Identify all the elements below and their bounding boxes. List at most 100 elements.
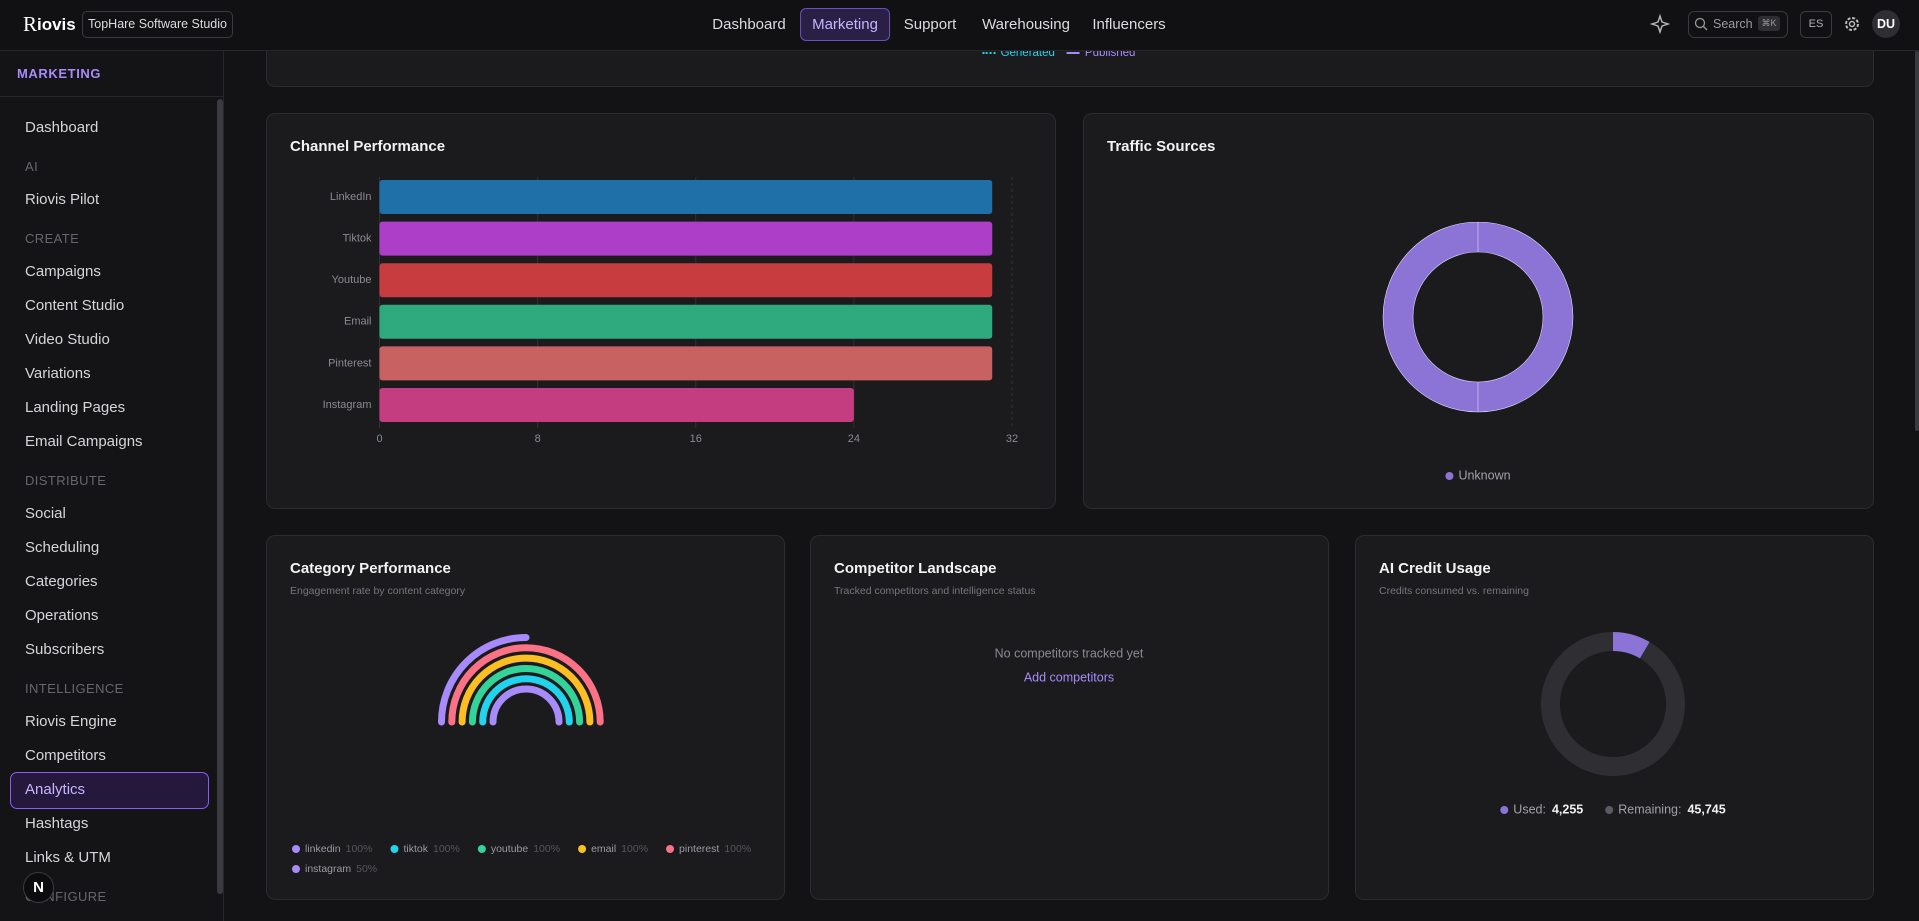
nav-item[interactable]: Hashtags: [25, 815, 89, 832]
nav-item[interactable]: Links & UTM: [25, 849, 111, 866]
radial-bar: [448, 644, 604, 726]
panel-title: Traffic Sources: [1107, 138, 1215, 155]
legend-label: linkedin: [305, 843, 341, 855]
panel: [266, 535, 785, 900]
panel: [810, 535, 1329, 900]
nav-item[interactable]: Video Studio: [25, 331, 110, 348]
add-competitors-link[interactable]: Add competitors: [1024, 670, 1114, 684]
search-label[interactable]: Search: [1713, 17, 1753, 31]
legend-label: Used:: [1513, 802, 1546, 816]
legend-value: 100%: [346, 843, 373, 855]
active-highlight: [10, 772, 209, 809]
x-tick-label: 24: [848, 433, 860, 445]
y-tick-label: Youtube: [332, 274, 372, 286]
search-box[interactable]: [1688, 11, 1788, 38]
bar: [379, 346, 993, 381]
donut-slice: [1613, 632, 1650, 659]
workspace-switcher[interactable]: TopHare Software Studio: [82, 11, 233, 38]
bar: [379, 221, 993, 256]
nav-item[interactable]: Landing Pages: [25, 399, 126, 416]
radial-bar: [458, 654, 594, 726]
language-box[interactable]: [1800, 11, 1832, 38]
search-icon: [1694, 17, 1706, 29]
nav-tab[interactable]: Dashboard: [712, 16, 786, 33]
y-tick-label: Email: [344, 316, 372, 328]
nav-item[interactable]: Analytics: [25, 781, 86, 798]
legend-dot: [390, 845, 399, 853]
x-tick-label: 0: [376, 433, 382, 445]
bar: [379, 388, 854, 422]
legend-line: [982, 52, 996, 54]
search-icon: [1703, 26, 1708, 31]
logo-text: iovis: [37, 15, 76, 34]
nav-item[interactable]: Scheduling: [25, 539, 100, 556]
legend-dot: [1605, 806, 1614, 814]
page-scrollbar: [1915, 51, 1919, 431]
ai-sparkle-icon[interactable]: [1649, 13, 1671, 35]
nav-item[interactable]: Subscribers: [25, 641, 105, 658]
radial-bar: [489, 685, 563, 726]
nav-item[interactable]: Campaigns: [25, 263, 101, 280]
nav-tab[interactable]: Influencers: [1092, 16, 1166, 33]
nav-item[interactable]: Categories: [25, 573, 98, 590]
section-heading: AI: [25, 159, 39, 174]
legend-label: youtube: [491, 843, 529, 855]
panel-subtitle: Tracked competitors and intelligence sta…: [834, 585, 1036, 597]
bar: [379, 180, 993, 214]
legend-dot: [1500, 806, 1509, 814]
legend-dot: [477, 845, 486, 853]
legend: Unknown: [1445, 468, 1511, 482]
logo-mark: R: [23, 12, 38, 36]
nav-item[interactable]: Social: [25, 505, 66, 522]
nav-item[interactable]: Riovis Engine: [25, 713, 117, 730]
nav-item[interactable]: Competitors: [25, 747, 106, 764]
language-label[interactable]: ES: [1808, 18, 1824, 30]
legend-value: 50%: [356, 863, 377, 875]
icons: [1649, 10, 1900, 38]
legend-value: 45,745: [1687, 802, 1725, 816]
scrollbar-thumb: [217, 99, 223, 894]
nav-item[interactable]: Content Studio: [25, 297, 125, 314]
nav-tab[interactable]: Support: [903, 16, 957, 33]
section-heading: INTELLIGENCE: [25, 681, 124, 696]
donut-slice: [1382, 221, 1574, 413]
nav-item[interactable]: Riovis Pilot: [25, 191, 100, 208]
legend-label: tiktok: [403, 843, 428, 855]
shortcut-label: ⌘K: [1761, 18, 1777, 28]
avatar-initials[interactable]: DU: [1876, 17, 1896, 31]
x-tick-label: 32: [1006, 433, 1018, 445]
nav-item[interactable]: Operations: [25, 607, 99, 624]
nav-tab[interactable]: Marketing: [800, 8, 890, 41]
bar: [379, 263, 993, 298]
legend-dot: [292, 845, 300, 853]
settings-icon[interactable]: [1845, 17, 1859, 31]
header-icons: [0, 0, 1919, 51]
legend-label: instagram: [305, 863, 351, 875]
nav-item[interactable]: Dashboard: [25, 119, 99, 136]
section-heading: DISTRIBUTE: [25, 473, 107, 488]
legend-value: 100%: [533, 843, 560, 855]
floating-badge[interactable]: N: [23, 872, 54, 903]
y-tick-label: Tiktok: [343, 233, 372, 245]
panel-subtitle: Credits consumed vs. remaining: [1379, 585, 1529, 597]
y-tick-label: Pinterest: [328, 357, 371, 369]
nav-item[interactable]: Variations: [25, 365, 91, 382]
y-tick-label: Instagram: [323, 399, 372, 411]
panel-title: Competitor Landscape: [834, 560, 997, 577]
nav-tab[interactable]: Warehousing: [982, 16, 1070, 33]
legend-value: 100%: [724, 843, 751, 855]
x-tick-label: 16: [690, 433, 702, 445]
sidebar-title: MARKETING: [17, 66, 102, 81]
shortcut-key: [1758, 16, 1780, 31]
panel-title: Category Performance: [290, 560, 451, 577]
avatar[interactable]: [1872, 10, 1900, 38]
panel-title: AI Credit Usage: [1379, 560, 1491, 577]
legend-line: [1066, 52, 1080, 54]
settings-icon: [1848, 20, 1856, 28]
legend-label: pinterest: [679, 843, 719, 855]
nav-item[interactable]: Email Campaigns: [25, 433, 143, 450]
radial-bar: [468, 664, 584, 726]
legend-value: 100%: [433, 843, 460, 855]
